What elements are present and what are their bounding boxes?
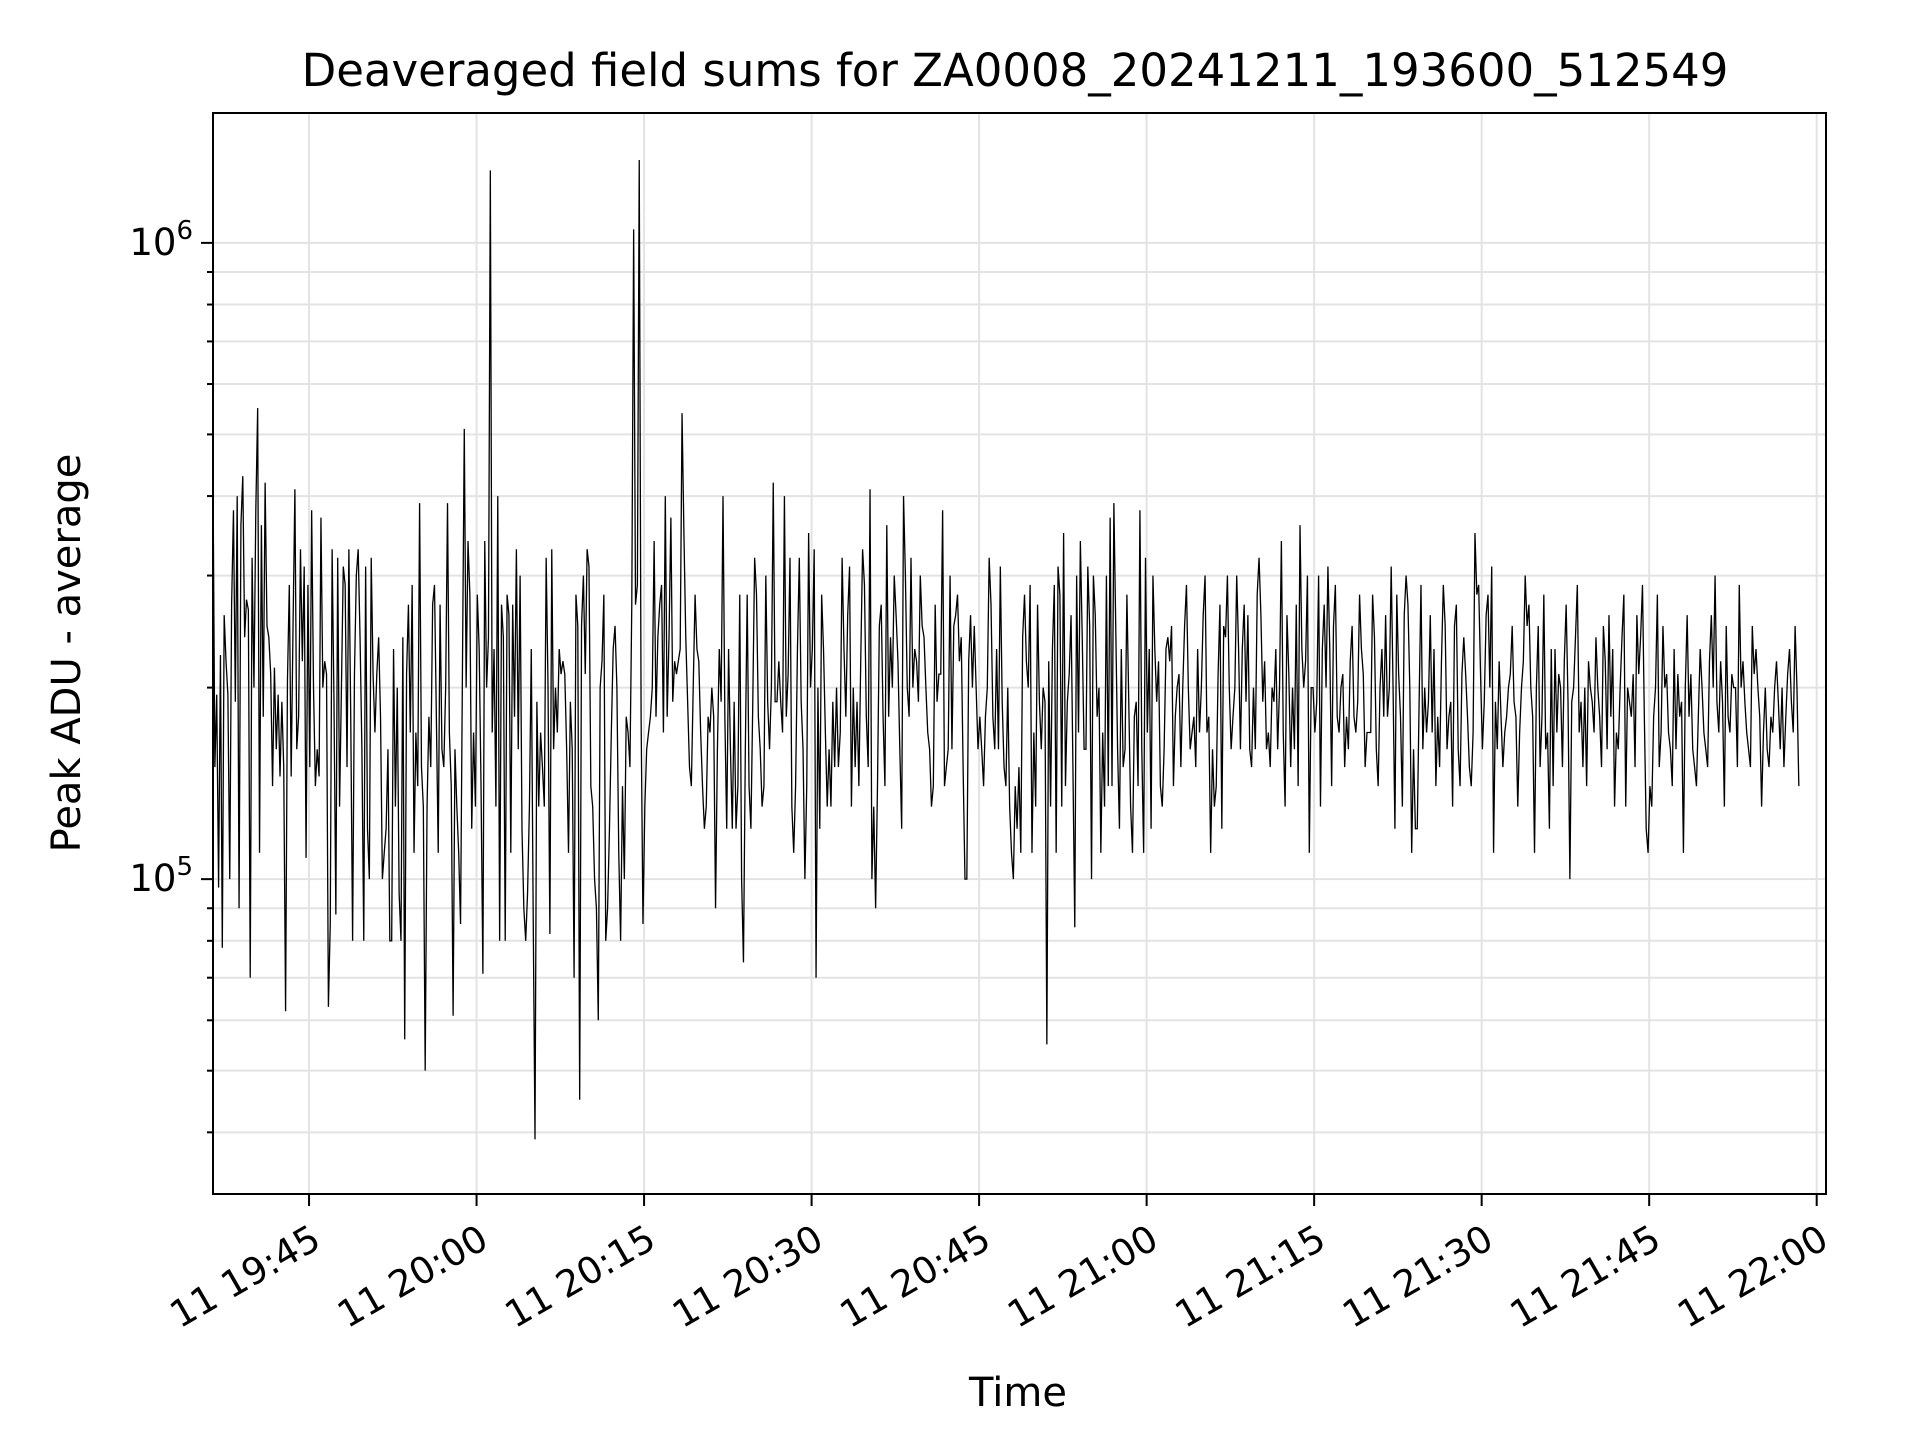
grid [213, 113, 1826, 1194]
y-tick-exponent: 5 [176, 852, 193, 882]
x-axis-label: Time [968, 1370, 1067, 1416]
y-tick-label: 106 [129, 216, 193, 264]
y-tick-base: 10 [129, 857, 176, 900]
y-tick-label: 105 [129, 852, 193, 900]
series-line [212, 159, 1800, 1140]
y-tick-exponent: 6 [176, 216, 193, 246]
y-tick-base: 10 [129, 221, 176, 264]
series-layer [212, 159, 1800, 1140]
y-axis-label: Peak ADU - average [44, 454, 90, 853]
plot-frame [212, 112, 1827, 1195]
chart-title: Deaveraged field sums for ZA0008_2024121… [302, 44, 1729, 97]
